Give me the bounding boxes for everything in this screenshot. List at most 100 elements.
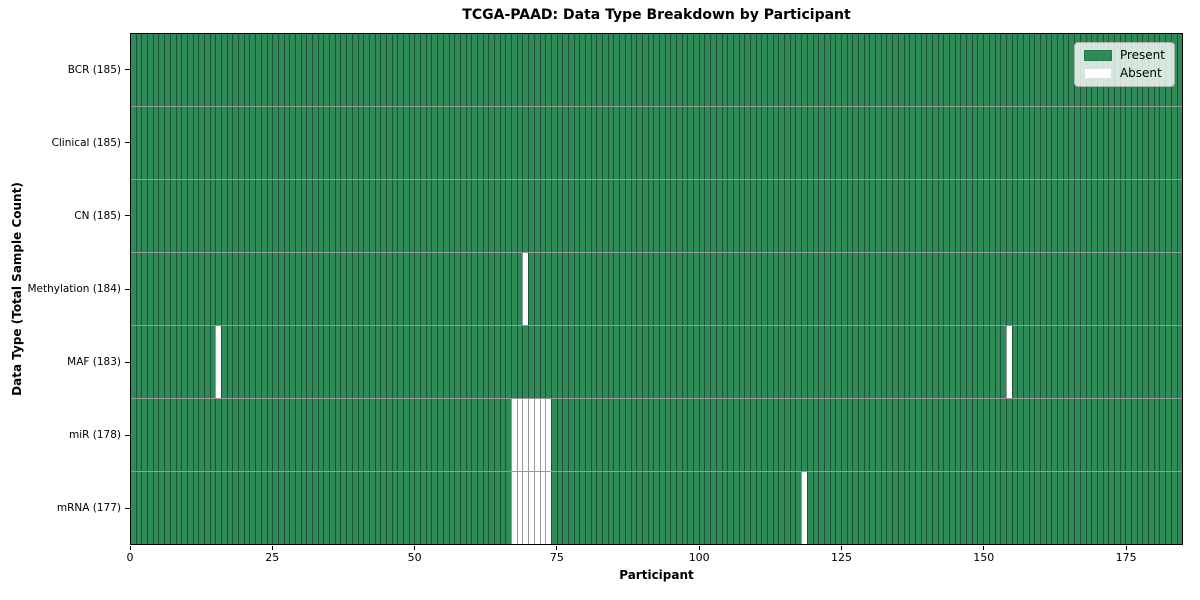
heatmap-cell bbox=[152, 253, 159, 325]
heatmap-cell bbox=[966, 180, 972, 252]
heatmap-cell bbox=[323, 34, 330, 106]
heatmap-cell bbox=[1119, 399, 1126, 471]
heatmap-cell bbox=[249, 253, 256, 325]
heatmap-cell bbox=[465, 34, 472, 106]
heatmap-cell bbox=[545, 326, 551, 398]
heatmap-cell bbox=[596, 34, 603, 106]
heatmap-cell bbox=[943, 180, 949, 252]
heatmap-cell bbox=[806, 107, 813, 179]
heatmap-cell bbox=[198, 180, 204, 252]
heatmap-cell bbox=[914, 472, 921, 544]
heatmap-cell bbox=[1153, 107, 1160, 179]
heatmap-cell bbox=[960, 399, 967, 471]
heatmap-cell bbox=[249, 180, 256, 252]
heatmap-cell bbox=[1148, 180, 1154, 252]
heatmap-cell bbox=[215, 326, 221, 398]
heatmap-cell bbox=[476, 180, 483, 252]
heatmap-cell bbox=[892, 34, 898, 106]
heatmap-cell bbox=[567, 34, 574, 106]
heatmap-cell bbox=[1017, 472, 1023, 544]
heatmap-cell bbox=[931, 253, 938, 325]
x-tick-mark bbox=[556, 546, 558, 550]
x-tick-mark bbox=[840, 546, 842, 550]
heatmap-cell bbox=[550, 34, 557, 106]
heatmap-cell bbox=[687, 107, 694, 179]
heatmap-cell bbox=[641, 472, 648, 544]
heatmap-cell bbox=[266, 472, 273, 544]
heatmap-cell bbox=[670, 472, 676, 544]
heatmap-row-methylation bbox=[131, 253, 1183, 326]
heatmap-cell bbox=[749, 326, 756, 398]
heatmap-cell bbox=[425, 472, 432, 544]
heatmap-cell bbox=[670, 326, 676, 398]
heatmap-cell bbox=[960, 472, 967, 544]
heatmap-cell bbox=[294, 472, 301, 544]
heatmap-cell bbox=[471, 107, 477, 179]
heatmap-cell bbox=[687, 326, 694, 398]
heatmap-cell bbox=[164, 34, 170, 106]
heatmap-cell bbox=[391, 253, 398, 325]
heatmap-cell bbox=[454, 399, 460, 471]
heatmap-cell bbox=[1079, 399, 1086, 471]
heatmap-cell bbox=[698, 326, 705, 398]
heatmap-cell bbox=[852, 180, 858, 252]
heatmap-cell bbox=[960, 34, 967, 106]
heatmap-cell bbox=[897, 180, 904, 252]
heatmap-cell bbox=[721, 326, 728, 398]
heatmap-cell bbox=[312, 34, 318, 106]
heatmap-cell bbox=[158, 107, 165, 179]
heatmap-cell bbox=[1000, 472, 1006, 544]
heatmap-cell bbox=[829, 180, 836, 252]
heatmap-cell bbox=[602, 399, 608, 471]
heatmap-cell bbox=[619, 472, 625, 544]
heatmap-cell bbox=[607, 107, 614, 179]
heatmap-cell bbox=[1085, 180, 1092, 252]
heatmap-cell bbox=[459, 399, 466, 471]
heatmap-cell bbox=[1028, 253, 1035, 325]
heatmap-cell bbox=[903, 34, 910, 106]
heatmap-cell bbox=[1108, 107, 1114, 179]
heatmap-cell bbox=[858, 180, 864, 252]
heatmap-cell bbox=[681, 399, 688, 471]
heatmap-cell bbox=[892, 180, 898, 252]
heatmap-cell bbox=[397, 253, 403, 325]
heatmap-cell bbox=[903, 399, 910, 471]
heatmap-cell bbox=[931, 180, 938, 252]
heatmap-cell bbox=[687, 399, 694, 471]
heatmap-cell bbox=[431, 107, 438, 179]
heatmap-cell bbox=[590, 326, 597, 398]
heatmap-cell bbox=[181, 107, 187, 179]
heatmap-cell bbox=[966, 472, 972, 544]
heatmap-cell bbox=[186, 107, 193, 179]
heatmap-cell bbox=[829, 107, 836, 179]
heatmap-cell bbox=[909, 180, 915, 252]
heatmap-cell bbox=[1062, 107, 1069, 179]
heatmap-cell bbox=[437, 253, 443, 325]
heatmap-cell bbox=[738, 34, 745, 106]
heatmap-cell bbox=[710, 107, 716, 179]
heatmap-cell bbox=[607, 472, 614, 544]
y-tick-maf: MAF (183) bbox=[67, 356, 130, 368]
heatmap-cell bbox=[880, 107, 887, 179]
heatmap-cell bbox=[909, 253, 915, 325]
heatmap-cell bbox=[545, 472, 551, 544]
present-swatch-icon bbox=[1083, 50, 1112, 61]
heatmap-cell bbox=[221, 107, 227, 179]
heatmap-cell bbox=[875, 180, 881, 252]
heatmap-cell bbox=[312, 472, 318, 544]
heatmap-cell bbox=[1102, 107, 1109, 179]
heatmap-cell bbox=[590, 34, 597, 106]
heatmap-cell bbox=[397, 180, 403, 252]
heatmap-cell bbox=[323, 399, 330, 471]
heatmap-cell bbox=[266, 253, 273, 325]
heatmap-cell bbox=[573, 472, 580, 544]
heatmap-cell bbox=[1051, 399, 1058, 471]
heatmap-cell bbox=[755, 253, 762, 325]
heatmap-cell bbox=[715, 253, 722, 325]
legend-item-present: Present bbox=[1083, 49, 1165, 62]
heatmap-cell bbox=[1159, 180, 1166, 252]
heatmap-cell bbox=[1017, 180, 1023, 252]
heatmap-cell bbox=[1136, 399, 1143, 471]
heatmap-cell bbox=[471, 399, 477, 471]
heatmap-cell bbox=[1017, 399, 1023, 471]
